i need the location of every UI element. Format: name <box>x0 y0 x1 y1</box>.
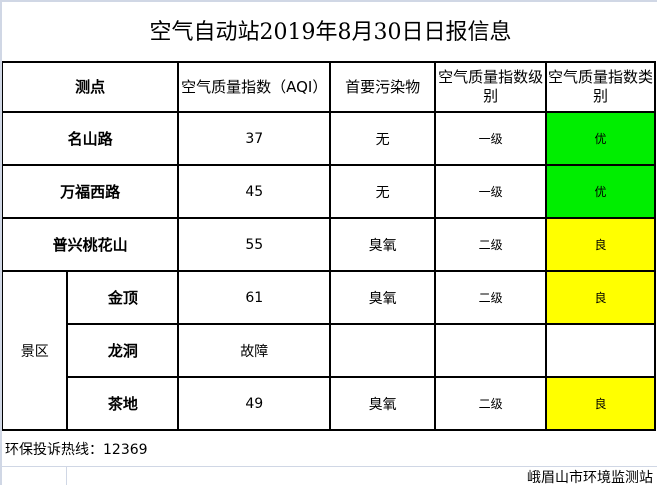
header-pollutant: 首要污染物 <box>329 61 437 113</box>
aqi-cell: 45 <box>177 164 332 219</box>
category-cell: 良 <box>545 376 656 431</box>
site-cell: 普兴桃花山 <box>2 217 180 272</box>
table-row: 景区 金顶 61 臭氧 二级 良 <box>2 270 656 431</box>
site-cell: 龙洞 <box>66 323 180 378</box>
pollutant-cell: 无 <box>329 164 437 219</box>
pollutant-cell: 臭氧 <box>329 270 437 325</box>
aqi-cell: 故障 <box>177 323 332 378</box>
category-cell: 优 <box>545 111 656 166</box>
group-label-cell: 景区 <box>2 270 69 431</box>
station-name: 峨眉山市环境监测站 <box>527 470 653 485</box>
aqi-cell: 61 <box>177 270 332 325</box>
gridline <box>2 466 657 467</box>
header-aqi: 空气质量指数（AQI） <box>177 61 332 113</box>
table-row: 普兴桃花山 55 臭氧 二级 良 <box>2 217 656 272</box>
report-title: 空气自动站2019年8月30日日报信息 <box>149 20 512 45</box>
table-row: 茶地 49 臭氧 二级 良 <box>2 376 656 431</box>
pollutant-cell: 臭氧 <box>329 376 437 431</box>
level-cell: 二级 <box>434 270 548 325</box>
category-cell: 良 <box>545 270 656 325</box>
level-cell <box>434 323 548 378</box>
category-cell <box>545 323 656 378</box>
pollutant-cell <box>329 323 437 378</box>
level-cell: 二级 <box>434 376 548 431</box>
pollutant-cell: 臭氧 <box>329 217 437 272</box>
category-cell: 优 <box>545 164 656 219</box>
site-cell: 茶地 <box>66 376 180 431</box>
level-cell: 一级 <box>434 164 548 219</box>
pollutant-cell: 无 <box>329 111 437 166</box>
header-level: 空气质量指数级别 <box>434 61 548 113</box>
site-cell: 万福西路 <box>2 164 180 219</box>
header-row: 测点 空气质量指数（AQI） 首要污染物 空气质量指数级别 空气质量指数类别 <box>2 61 656 113</box>
aqi-cell: 55 <box>177 217 332 272</box>
hotline-text: 环保投诉热线：12369 <box>5 442 148 458</box>
category-cell: 良 <box>545 217 656 272</box>
table-row: 万福西路 45 无 一级 优 <box>2 164 656 219</box>
aqi-table: 测点 空气质量指数（AQI） 首要污染物 空气质量指数级别 空气质量指数类别 名… <box>2 61 656 431</box>
table-row: 龙洞 故障 <box>2 323 656 378</box>
aqi-cell: 37 <box>177 111 332 166</box>
site-cell: 名山路 <box>2 111 180 166</box>
header-site: 测点 <box>2 61 180 113</box>
header-category: 空气质量指数类别 <box>545 61 656 113</box>
table-row: 名山路 37 无 一级 优 <box>2 111 656 166</box>
site-cell: 金顶 <box>66 270 180 325</box>
level-cell: 二级 <box>434 217 548 272</box>
level-cell: 一级 <box>434 111 548 166</box>
gridline <box>66 466 67 485</box>
aqi-cell: 49 <box>177 376 332 431</box>
